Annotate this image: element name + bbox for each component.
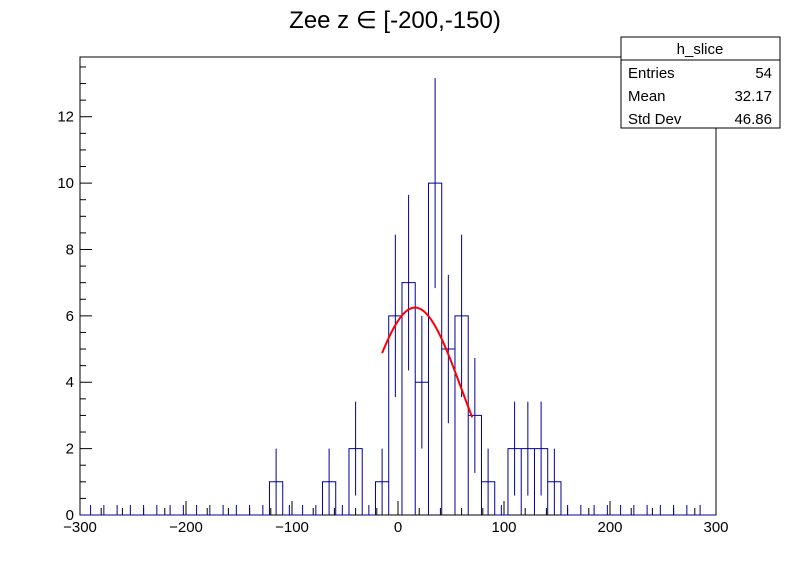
chart-title: Zee z ∈ [-200,-150) [289,7,501,34]
stats-value-stddev: 46.86 [734,111,772,128]
y-tick-label: 6 [66,308,74,325]
x-tick-label: −100 [275,519,309,536]
y-tick-label: 2 [66,441,74,458]
stats-title: h_slice [677,41,724,58]
x-tick-label: 100 [491,519,516,536]
x-tick-label: −200 [169,519,203,536]
stats-value-mean: 32.17 [734,88,772,105]
stats-label-entries: Entries [628,65,675,82]
fit-curve [381,306,474,418]
x-tick-label: −300 [63,519,97,536]
error-bars [90,78,701,515]
stats-label-mean: Mean [628,88,666,105]
axes: −300 −200 −100 0 100 200 300 0 2 4 6 8 10 12 [57,66,729,536]
y-tick-label: 0 [66,507,74,524]
stats-label-stddev: Std Dev [628,111,682,128]
x-tick-label: 200 [597,519,622,536]
histogram-bars [80,182,716,516]
x-tick-label: 0 [394,519,402,536]
stats-box: h_slice Entries 54 Mean 32.17 Std Dev 46… [620,36,781,129]
stats-box-frame [620,36,781,129]
stats-value-entries: 54 [755,65,772,82]
y-tick-label: 12 [57,109,74,126]
histogram-outline [80,182,716,516]
x-tick-label: 300 [703,519,728,536]
y-tick-label: 8 [66,241,74,258]
y-tick-label: 10 [57,175,74,192]
y-tick-label: 4 [66,374,74,391]
